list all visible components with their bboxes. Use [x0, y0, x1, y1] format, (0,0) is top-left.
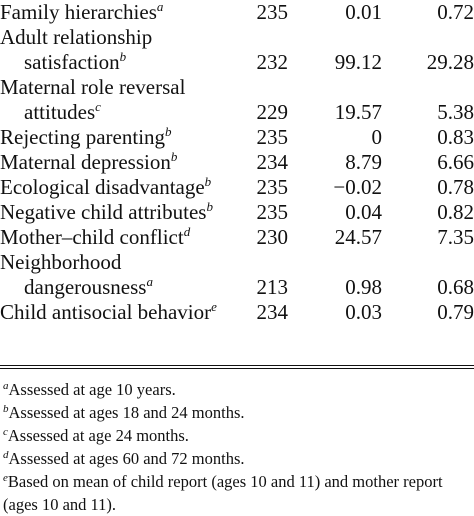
mean-cell: 99.12	[334, 50, 382, 74]
variable-label: Child antisocial behavior	[0, 300, 212, 324]
table-bottom-rule	[0, 365, 474, 366]
footnote: aAssessed at age 10 years.	[0, 378, 474, 401]
mean-cell: 19.57	[334, 100, 382, 124]
table-row: Mother–child conflictd 230 24.57 7.35	[0, 225, 474, 250]
variable-cell: Neighborhood dangerousnessa	[0, 250, 228, 300]
variable-label-continued: satisfactionb	[24, 49, 127, 74]
mean-cell: 24.57	[334, 225, 382, 249]
footnote-mark: c	[3, 426, 8, 438]
footnote-text: Assessed at age 24 months.	[7, 426, 189, 445]
footnote-marker: a	[146, 274, 153, 289]
variable-cell: Ecological disadvantageb	[0, 175, 228, 200]
table-row: Child antisocial behaviore 234 0.03 0.79	[0, 300, 474, 325]
table-row: Negative child attributesb 235 0.04 0.82	[0, 200, 474, 225]
n-cell: 234	[256, 150, 289, 174]
variable-label: Negative child attributes	[0, 200, 207, 224]
variable-label: Adult relationship	[0, 25, 153, 49]
sd-cell: 29.28	[426, 50, 474, 74]
variable-cell: Negative child attributesb	[0, 200, 228, 225]
sd-cell: 0.68	[437, 275, 474, 299]
table-footnotes: aAssessed at age 10 years. bAssessed at a…	[0, 378, 474, 516]
mean-cell: 0.04	[345, 200, 382, 224]
table-row: Adult relationship satisfactionb 232 99.12 2…	[0, 25, 474, 75]
sd-cell: 0.79	[437, 300, 474, 324]
footnote-marker: c	[95, 99, 101, 114]
footnote: eBased on mean of child report (ages 10 …	[0, 470, 474, 516]
n-cell: 234	[256, 300, 289, 324]
n-cell: 235	[256, 200, 289, 224]
variable-label: Family hierarchies	[0, 0, 157, 24]
variable-cell: Mother–child conflictd	[0, 225, 228, 250]
footnote-text: Assessed at age 10 years.	[8, 380, 176, 399]
variable-label: Neighborhood	[0, 250, 122, 274]
variable-label: Mother–child conflict	[0, 225, 184, 249]
table-row: Rejecting parentingb 235 0 0.83	[0, 125, 474, 150]
footnote-marker: b	[165, 124, 172, 139]
footnote-marker: b	[204, 174, 212, 189]
table-row: Ecological disadvantageb 235 −0.02 0.78	[0, 175, 474, 200]
variable-cell: Family hierarchiesa	[0, 0, 228, 25]
footnote-marker: b	[170, 149, 178, 164]
footnote-text: Assessed at ages 18 and 24 months.	[8, 403, 245, 422]
footnote-marker: b	[206, 199, 213, 214]
sd-cell: 0.72	[437, 0, 474, 24]
footnote-marker: d	[183, 224, 191, 239]
n-cell: 213	[256, 275, 289, 299]
footnote-mark: d	[3, 449, 9, 461]
sd-cell: 6.66	[437, 150, 474, 174]
variable-cell: Adult relationship satisfactionb	[0, 25, 228, 75]
mean-cell: −0.02	[333, 175, 382, 199]
sd-cell: 7.35	[437, 225, 474, 249]
n-cell: 230	[256, 225, 289, 249]
variable-label-continued: attitudesc	[24, 99, 101, 124]
n-cell: 232	[256, 50, 289, 74]
mean-cell: 0.03	[345, 300, 382, 324]
n-cell: 229	[256, 100, 289, 124]
variable-cell: Child antisocial behaviore	[0, 300, 228, 325]
n-cell: 235	[256, 0, 289, 24]
footnote: dAssessed at ages 60 and 72 months.	[0, 447, 474, 470]
variable-label: Maternal depression	[0, 150, 171, 174]
table-row: Family hierarchiesa 235 0.01 0.72	[0, 0, 474, 25]
footnote-mark: b	[3, 403, 9, 415]
variable-label-continued: dangerousnessa	[24, 274, 153, 299]
table-row: Maternal role reversal attitudesc 229 19.57…	[0, 75, 474, 125]
variable-label: Ecological disadvantage	[0, 175, 205, 199]
footnote-mark: e	[3, 472, 8, 484]
variable-cell: Rejecting parentingb	[0, 125, 228, 150]
table-row: Maternal depressionb 234 8.79 6.66	[0, 150, 474, 175]
footnote-marker: b	[119, 49, 127, 64]
footnote-text: Based on mean of child report (ages 10 a…	[3, 472, 443, 514]
n-cell: 235	[256, 175, 289, 199]
footnote: bAssessed at ages 18 and 24 months.	[0, 401, 474, 424]
variable-label: Rejecting parenting	[0, 125, 166, 149]
mean-cell: 0.01	[345, 0, 382, 24]
table-row: Neighborhood dangerousnessa 213 0.98 0.68	[0, 250, 474, 300]
footnote-marker: a	[156, 0, 164, 14]
footnote-mark: a	[3, 380, 9, 392]
table-body: Family hierarchiesa 235 0.01 0.72 Adult rela…	[0, 0, 474, 325]
mean-cell: 0	[371, 125, 383, 149]
footnote-text: Assessed at ages 60 and 72 months.	[8, 449, 245, 468]
mean-cell: 0.98	[345, 275, 382, 299]
sd-cell: 0.78	[437, 175, 474, 199]
sd-cell: 0.83	[437, 125, 474, 149]
descriptive-statistics-table: Family hierarchiesa 235 0.01 0.72 Adult rela…	[0, 0, 474, 325]
sd-cell: 5.38	[437, 100, 474, 124]
table-bottom-rule-secondary	[0, 368, 474, 369]
variable-cell: Maternal depressionb	[0, 150, 228, 175]
sd-cell: 0.82	[437, 200, 474, 224]
n-cell: 235	[256, 125, 289, 149]
variable-label: Maternal role reversal	[0, 75, 186, 99]
footnote: cAssessed at age 24 months.	[0, 424, 474, 447]
mean-cell: 8.79	[345, 150, 382, 174]
variable-cell: Maternal role reversal attitudesc	[0, 75, 228, 125]
footnote-marker: e	[211, 299, 217, 314]
